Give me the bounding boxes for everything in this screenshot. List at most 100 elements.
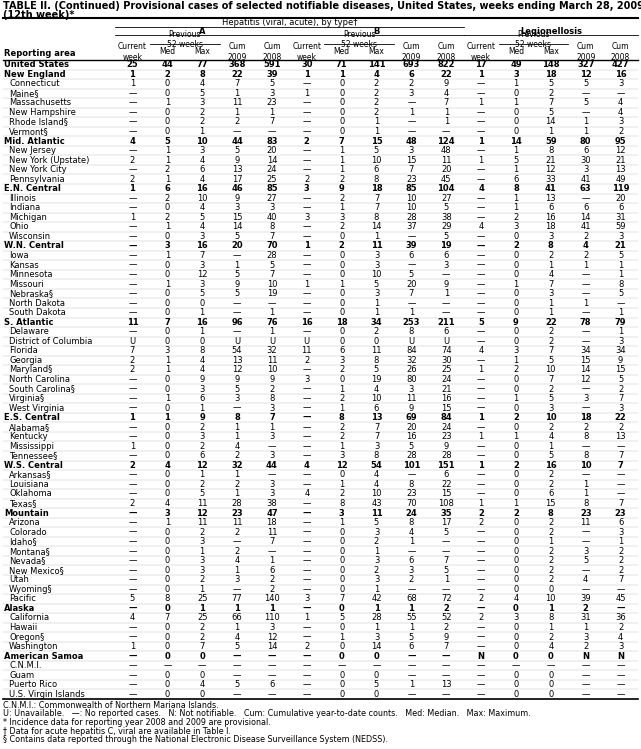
Text: Med: Med: [333, 47, 350, 56]
Text: —: —: [128, 509, 137, 518]
Text: 4: 4: [199, 680, 204, 689]
Text: 31: 31: [580, 613, 591, 622]
Text: 0: 0: [165, 79, 170, 88]
Text: —: —: [303, 623, 311, 632]
Text: 1: 1: [409, 623, 414, 632]
Text: Mid. Atlantic: Mid. Atlantic: [4, 136, 65, 145]
Text: —: —: [303, 680, 311, 689]
Text: W.S. Central: W.S. Central: [4, 461, 63, 470]
Text: 5: 5: [444, 203, 449, 212]
Text: 2: 2: [199, 575, 204, 584]
Text: —: —: [233, 327, 241, 336]
Text: Cum
2008: Cum 2008: [437, 42, 456, 61]
Text: New Jersey: New Jersey: [9, 146, 56, 155]
Text: 8: 8: [199, 346, 205, 355]
Text: —: —: [198, 661, 206, 670]
Text: 11: 11: [197, 499, 208, 508]
Text: —: —: [477, 670, 485, 679]
Text: 37: 37: [406, 222, 417, 231]
Text: —: —: [477, 604, 485, 613]
Text: 0: 0: [513, 670, 519, 679]
Text: 54: 54: [370, 461, 383, 470]
Text: 2: 2: [235, 118, 240, 127]
Text: 2: 2: [269, 384, 274, 393]
Text: 8: 8: [165, 595, 170, 604]
Text: 3: 3: [269, 489, 274, 498]
Text: 6: 6: [408, 70, 414, 79]
Text: 5: 5: [583, 98, 588, 107]
Text: 1: 1: [235, 261, 240, 270]
Text: 0: 0: [513, 442, 519, 451]
Text: —: —: [128, 327, 137, 336]
Text: 34: 34: [615, 346, 626, 355]
Text: 2: 2: [129, 461, 135, 470]
Text: Michigan: Michigan: [9, 213, 47, 222]
Text: 16: 16: [406, 432, 417, 441]
Text: 2: 2: [199, 118, 204, 127]
Text: 0: 0: [339, 98, 344, 107]
Text: 1: 1: [235, 89, 240, 98]
Text: 0: 0: [513, 680, 519, 689]
Text: 85: 85: [406, 184, 417, 193]
Text: 0: 0: [513, 604, 519, 613]
Text: —: —: [581, 661, 590, 670]
Text: 78: 78: [580, 318, 592, 327]
Text: —: —: [268, 690, 276, 699]
Text: —: —: [407, 299, 415, 308]
Text: 5: 5: [164, 136, 171, 145]
Text: Max: Max: [543, 47, 559, 56]
Text: —: —: [581, 670, 590, 679]
Text: California: California: [9, 613, 49, 622]
Text: 2: 2: [513, 241, 519, 250]
Text: 80: 80: [580, 136, 592, 145]
Text: —: —: [128, 270, 137, 279]
Text: —: —: [477, 241, 485, 250]
Text: 0: 0: [165, 670, 170, 679]
Text: —: —: [303, 289, 311, 298]
Text: —: —: [303, 661, 311, 670]
Text: 21: 21: [615, 241, 626, 250]
Text: 693: 693: [403, 60, 420, 69]
Text: 0: 0: [513, 565, 519, 574]
Text: 0: 0: [165, 489, 170, 498]
Text: 1: 1: [165, 146, 170, 155]
Text: —: —: [303, 632, 311, 641]
Text: —: —: [442, 661, 451, 670]
Text: 0: 0: [165, 642, 170, 651]
Text: 21: 21: [545, 156, 556, 165]
Text: 3: 3: [374, 632, 379, 641]
Text: 20: 20: [406, 422, 417, 431]
Text: —: —: [233, 652, 241, 661]
Text: 2: 2: [199, 422, 204, 431]
Text: Hawaii: Hawaii: [9, 623, 37, 632]
Text: 1: 1: [548, 623, 553, 632]
Text: 16: 16: [441, 394, 451, 403]
Text: —: —: [128, 489, 137, 498]
Text: —: —: [581, 279, 590, 288]
Text: 0: 0: [165, 327, 170, 336]
Text: —: —: [128, 547, 137, 556]
Text: 2: 2: [478, 518, 484, 527]
Text: 2: 2: [548, 557, 553, 565]
Text: 0: 0: [513, 127, 519, 136]
Text: 0: 0: [165, 480, 170, 489]
Text: —: —: [581, 537, 590, 546]
Text: —: —: [407, 232, 415, 241]
Text: —: —: [477, 575, 485, 584]
Text: 6: 6: [444, 470, 449, 479]
Text: 3: 3: [199, 565, 205, 574]
Text: 5: 5: [444, 565, 449, 574]
Text: 14: 14: [371, 642, 382, 651]
Text: 1: 1: [374, 604, 379, 613]
Text: —: —: [128, 670, 137, 679]
Text: New York (Upstate): New York (Upstate): [9, 156, 89, 165]
Text: 1: 1: [304, 613, 310, 622]
Text: 8: 8: [548, 509, 554, 518]
Text: 17: 17: [441, 518, 451, 527]
Text: Idaho§: Idaho§: [9, 537, 37, 546]
Text: —: —: [477, 299, 485, 308]
Text: 28: 28: [406, 452, 417, 461]
Text: 0: 0: [165, 118, 170, 127]
Text: 0: 0: [165, 632, 170, 641]
Text: —: —: [303, 299, 311, 308]
